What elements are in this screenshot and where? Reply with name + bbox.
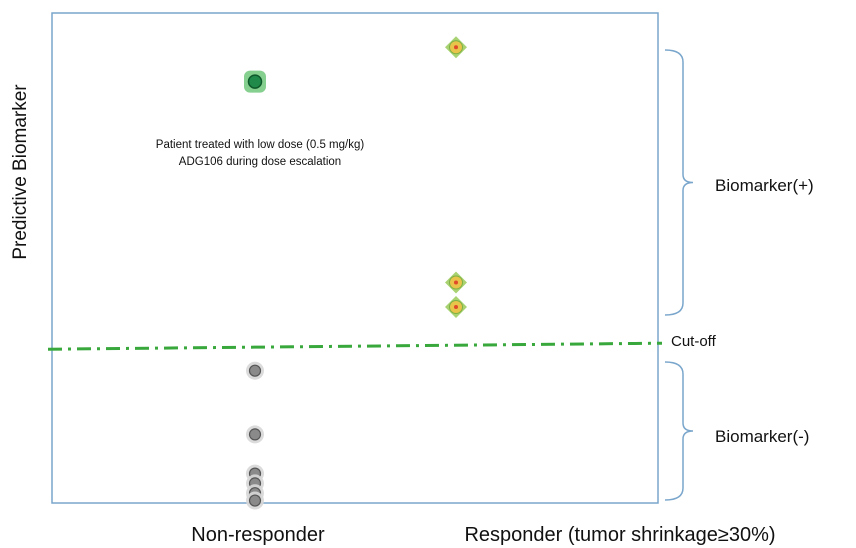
point-marker [248,364,262,377]
point-center [454,45,458,50]
cutoff-line [47,341,663,351]
cutoff-label: Cut-off [671,333,717,350]
bracket-biomarker-positive [664,49,694,316]
category-label-responder: Responder (tumor shrinkage≥30%) [464,524,775,546]
data-point-biomarker-positive-2 [445,296,467,318]
y-axis-label: Predictive Biomarker [10,84,31,260]
point-center [454,280,458,285]
marks-layer [244,36,467,510]
point-center [454,305,458,309]
data-point-annotated-0 [244,70,266,93]
plot-frame [51,12,659,504]
bracket-biomarker-negative [664,361,694,501]
data-point-biomarker-negative-1 [246,425,264,444]
category-label-non-responder: Non-responder [191,524,325,546]
annotation-line-1: Patient treated with low dose (0.5 mg/kg… [156,139,365,151]
plot-layer [47,12,694,504]
data-point-biomarker-negative-0 [246,361,264,380]
point-marker [248,428,262,441]
data-point-biomarker-positive-1 [445,271,467,294]
annotation-line-2: ADG106 during dose escalation [179,156,341,168]
data-point-biomarker-negative-5 [246,491,264,510]
biomarker-positive-label: Biomarker(+) [715,176,814,195]
biomarker-negative-label: Biomarker(-) [715,427,809,446]
point-marker [248,494,262,507]
point-marker [247,74,263,89]
data-point-biomarker-positive-0 [445,36,467,59]
